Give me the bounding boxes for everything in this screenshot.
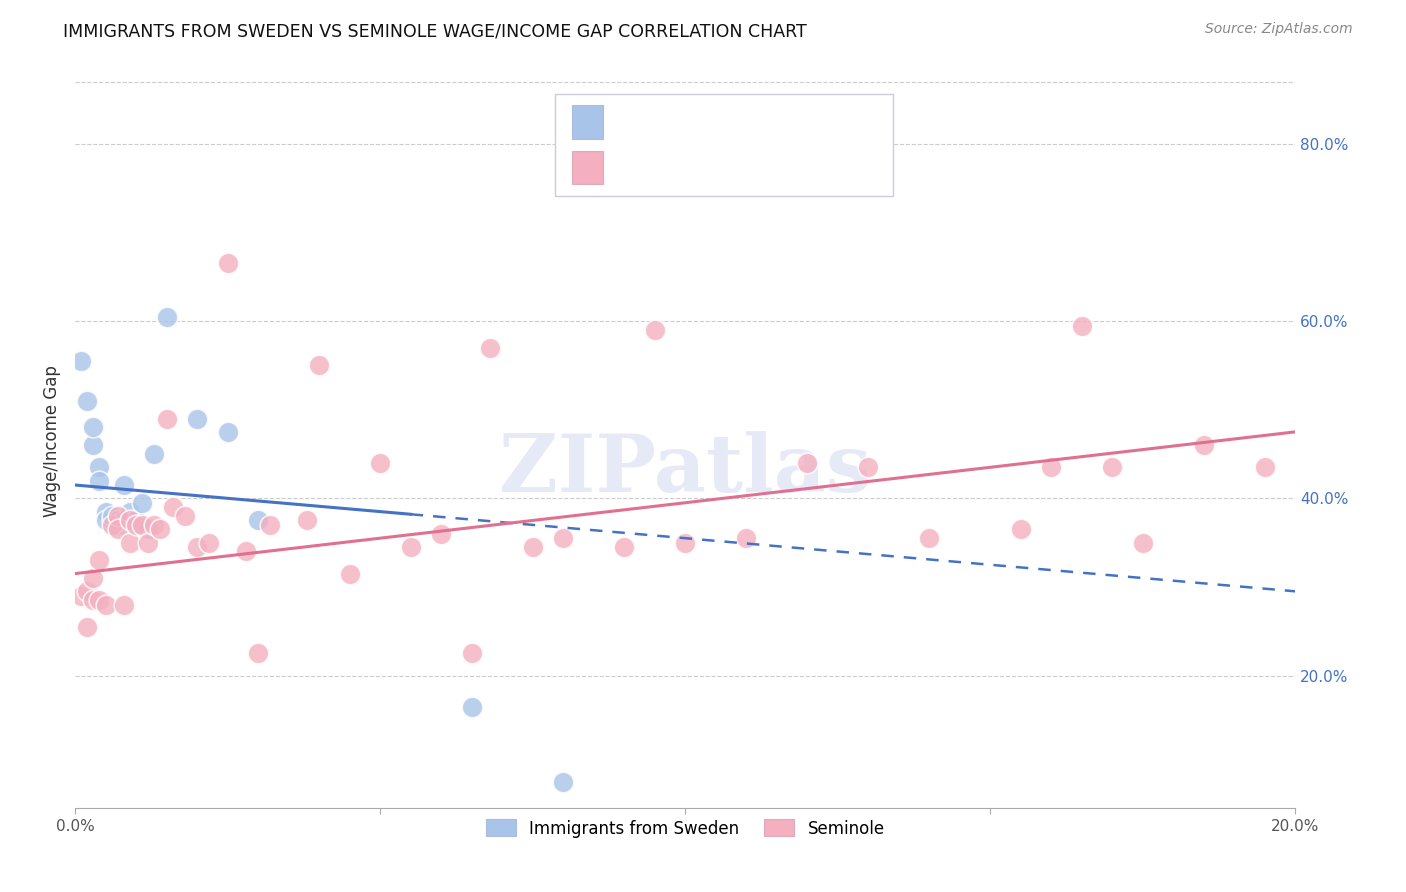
Point <box>82 438 104 452</box>
Point <box>295 513 318 527</box>
Point <box>155 411 177 425</box>
Point <box>107 522 129 536</box>
Text: R = -0.156: R = -0.156 <box>617 113 714 131</box>
Point <box>553 531 575 545</box>
Point <box>478 341 501 355</box>
Point <box>149 522 172 536</box>
Point <box>308 359 330 373</box>
Point <box>1010 522 1032 536</box>
Text: N = 52: N = 52 <box>737 159 804 177</box>
Point <box>143 517 166 532</box>
Point <box>89 474 111 488</box>
Point <box>136 522 159 536</box>
Text: IMMIGRANTS FROM SWEDEN VS SEMINOLE WAGE/INCOME GAP CORRELATION CHART: IMMIGRANTS FROM SWEDEN VS SEMINOLE WAGE/… <box>63 22 807 40</box>
Text: Source: ZipAtlas.com: Source: ZipAtlas.com <box>1205 22 1353 37</box>
Point <box>112 598 135 612</box>
Point <box>94 598 117 612</box>
Point <box>1254 460 1277 475</box>
Point <box>1040 460 1063 475</box>
Point <box>858 460 880 475</box>
Point <box>918 531 941 545</box>
Point <box>76 393 98 408</box>
Text: N = 26: N = 26 <box>737 113 804 131</box>
Point <box>70 589 93 603</box>
Point <box>107 513 129 527</box>
Point <box>118 535 141 549</box>
Text: ZIPatlas: ZIPatlas <box>499 431 872 509</box>
Point <box>247 513 270 527</box>
Point <box>89 593 111 607</box>
Point <box>94 505 117 519</box>
Point <box>131 496 153 510</box>
Text: R = 0.34: R = 0.34 <box>617 159 696 177</box>
Point <box>399 540 422 554</box>
Point <box>100 509 122 524</box>
Point <box>143 447 166 461</box>
Point <box>217 425 239 439</box>
Point <box>1070 318 1092 333</box>
Point <box>82 571 104 585</box>
Point <box>118 513 141 527</box>
Point <box>247 646 270 660</box>
Point <box>155 310 177 324</box>
Point <box>70 354 93 368</box>
Point <box>235 544 257 558</box>
Point <box>1192 438 1215 452</box>
Point <box>100 517 122 532</box>
Point <box>89 553 111 567</box>
Point <box>259 517 281 532</box>
Point <box>198 535 221 549</box>
Point <box>522 540 544 554</box>
Point <box>136 535 159 549</box>
Point <box>112 478 135 492</box>
Point <box>89 460 111 475</box>
Point <box>125 517 148 532</box>
Point <box>107 517 129 532</box>
Point <box>1132 535 1154 549</box>
Point <box>735 531 758 545</box>
Point <box>82 593 104 607</box>
Point <box>107 509 129 524</box>
Point <box>125 513 148 527</box>
Point <box>368 456 391 470</box>
Point <box>125 517 148 532</box>
Point <box>553 775 575 789</box>
Point <box>76 584 98 599</box>
Point <box>644 323 666 337</box>
Point <box>112 513 135 527</box>
Point <box>430 526 453 541</box>
Y-axis label: Wage/Income Gap: Wage/Income Gap <box>44 365 60 516</box>
Point <box>460 646 482 660</box>
Point <box>1101 460 1123 475</box>
Point <box>173 509 195 524</box>
Point <box>186 411 208 425</box>
Point <box>94 513 117 527</box>
Point <box>673 535 696 549</box>
Point <box>100 513 122 527</box>
Point <box>162 500 184 515</box>
Point <box>186 540 208 554</box>
Point <box>76 620 98 634</box>
Point <box>613 540 636 554</box>
Point <box>217 256 239 270</box>
Legend: Immigrants from Sweden, Seminole: Immigrants from Sweden, Seminole <box>479 813 891 844</box>
Point <box>82 420 104 434</box>
Point <box>118 505 141 519</box>
Point <box>796 456 818 470</box>
Point <box>131 517 153 532</box>
Point <box>460 699 482 714</box>
Point <box>339 566 361 581</box>
